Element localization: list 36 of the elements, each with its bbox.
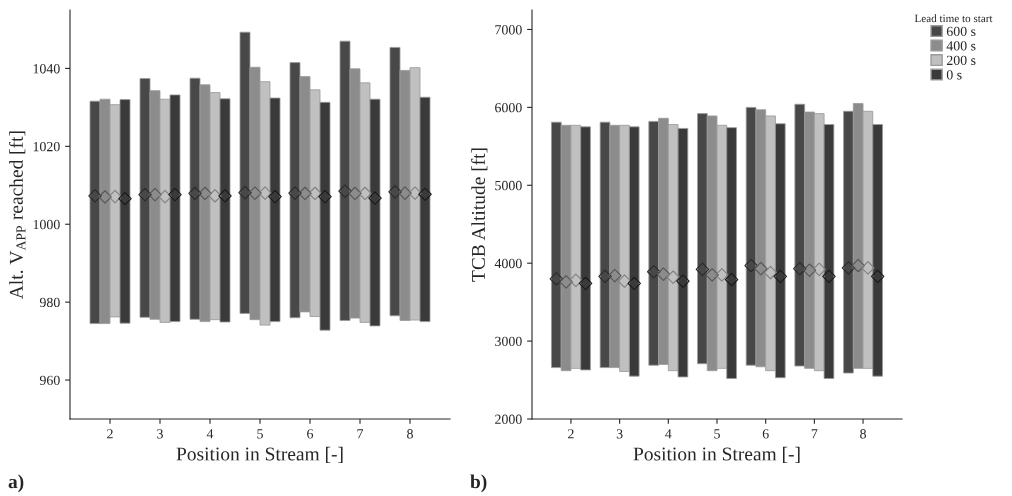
y-tick-label: 5000	[495, 180, 522, 191]
x-tick-label: 6	[307, 429, 314, 439]
y-tick-label: 4000	[494, 258, 522, 269]
y-tick-label: 1040	[33, 64, 60, 74]
legend-label: 0 s	[946, 70, 962, 80]
x-axis-title: Position in Stream [-]	[176, 446, 343, 463]
legend-label: 400 s	[946, 41, 976, 51]
legend-title: Lead time to start	[914, 14, 993, 23]
x-axis-title: Position in Stream [-]	[633, 446, 800, 463]
x-tick-label: 3	[616, 429, 623, 439]
y-tick-label: 6000	[495, 102, 522, 113]
x-tick-label: 2	[107, 429, 113, 439]
y-axis-title: TCB Altitude [ft]	[471, 148, 488, 282]
legend-label: 200 s	[946, 55, 976, 66]
x-tick-label: 8	[407, 429, 413, 439]
x-tick-label: 5	[714, 429, 720, 439]
text: b)	[470, 474, 487, 493]
y-tick-label: 3000	[495, 336, 522, 347]
y-tick-label: 980	[39, 297, 60, 308]
y-tick-label: 1020	[33, 141, 60, 152]
x-tick-label: 7	[811, 429, 818, 439]
x-tick-label: 8	[860, 429, 866, 439]
x-tick-label: 4	[665, 429, 672, 439]
y-tick-label: 7000	[495, 25, 522, 35]
x-tick-label: 5	[257, 429, 263, 439]
legend-label: 600 s	[946, 26, 976, 37]
x-tick-label: 6	[762, 429, 769, 439]
y-tick-label: 960	[39, 375, 60, 385]
y-tick-label: 2000	[495, 414, 522, 424]
x-tick-label: 3	[157, 429, 163, 439]
x-tick-label: 4	[206, 429, 214, 439]
x-tick-label: 2	[568, 429, 574, 439]
x-tick-label: 7	[357, 429, 364, 439]
y-tick-label: 1000	[33, 219, 60, 230]
y-axis-title: Alt. V$_{APP}$ reached [ft]	[9, 131, 26, 299]
text: a)	[8, 474, 24, 493]
